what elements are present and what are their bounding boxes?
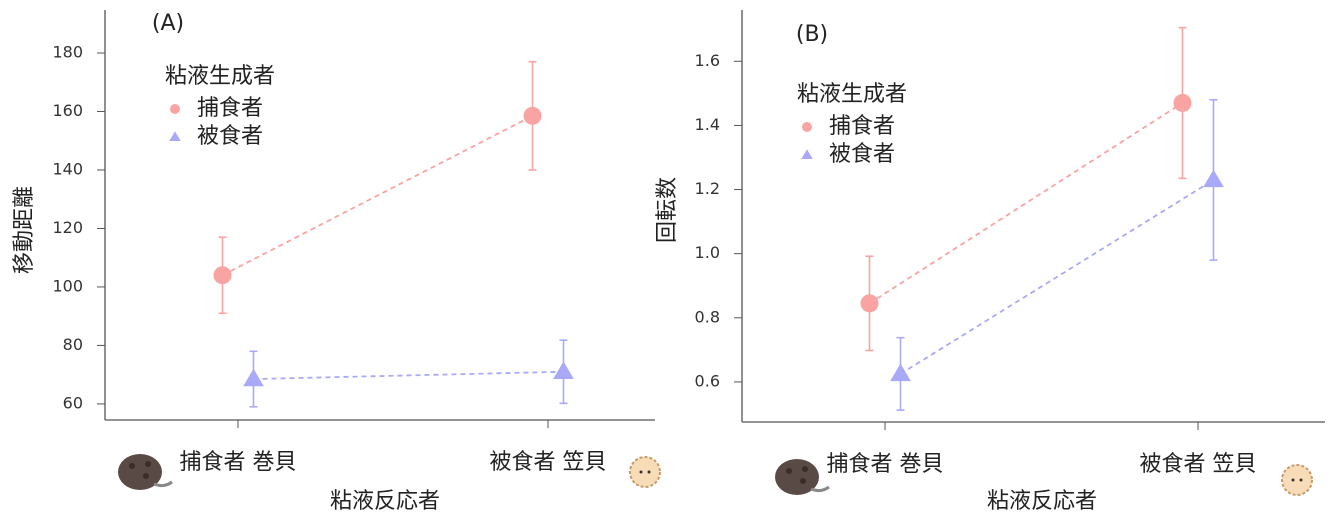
y-tick-label: 140 <box>52 159 83 178</box>
legend-marker <box>802 122 812 132</box>
data-point <box>1174 94 1192 112</box>
y-tick-label: 160 <box>52 101 83 120</box>
limpet-icon <box>1282 465 1312 495</box>
x-tick-label: 被食者 笠貝 <box>490 450 607 475</box>
y-axis-label: 移動距離 <box>12 186 37 274</box>
y-tick-label: 100 <box>52 276 83 295</box>
data-point <box>890 364 911 382</box>
y-tick-label: 60 <box>63 393 83 412</box>
panel-label: (B) <box>796 22 828 47</box>
y-tick-label: 0.8 <box>695 307 720 326</box>
data-point <box>243 369 264 387</box>
y-tick-label: 1.0 <box>695 243 720 262</box>
snail-icon <box>775 459 829 495</box>
data-point <box>524 107 542 125</box>
y-tick-label: 80 <box>63 335 83 354</box>
y-tick-label: 120 <box>52 218 83 237</box>
snail-icon <box>118 454 172 490</box>
legend-marker <box>801 149 813 159</box>
x-axis-label: 粘液反応者 <box>987 489 1097 514</box>
figure: 60 80 100 120 140 160 180 捕食者 巻貝 被食者 笠貝 移動距離粘液反応者… <box>0 0 1331 522</box>
series-line <box>901 180 1214 374</box>
legend-label: 被食者 <box>197 124 263 149</box>
x-tick-label: 捕食者 巻貝 <box>827 452 944 477</box>
legend-label: 捕食者 <box>829 114 895 139</box>
legend-marker <box>170 104 180 114</box>
y-tick-label: 1.2 <box>695 179 720 198</box>
legend-label: 捕食者 <box>197 96 263 121</box>
x-tick-label: 捕食者 巻貝 <box>180 450 297 475</box>
data-point <box>214 266 232 284</box>
data-point <box>553 361 574 379</box>
x-axis-label: 粘液反応者 <box>330 489 440 514</box>
legend-title: 粘液生成者 <box>165 64 275 89</box>
legend-marker <box>169 131 181 141</box>
legend-title: 粘液生成者 <box>797 82 907 107</box>
data-point <box>1203 170 1224 188</box>
panel-label: (A) <box>152 11 184 36</box>
y-tick-label: 1.6 <box>695 51 720 70</box>
y-tick-label: 180 <box>52 42 83 61</box>
y-tick-label: 0.6 <box>695 371 720 390</box>
series-line <box>870 103 1183 303</box>
x-tick-label: 被食者 笠貝 <box>1140 452 1257 477</box>
limpet-icon <box>630 457 660 487</box>
series-line <box>223 116 533 275</box>
y-axis-label: 回転数 <box>655 177 680 243</box>
series-line <box>254 372 564 379</box>
legend-label: 被食者 <box>829 142 895 167</box>
y-tick-label: 1.4 <box>695 115 720 134</box>
data-point <box>861 294 879 312</box>
